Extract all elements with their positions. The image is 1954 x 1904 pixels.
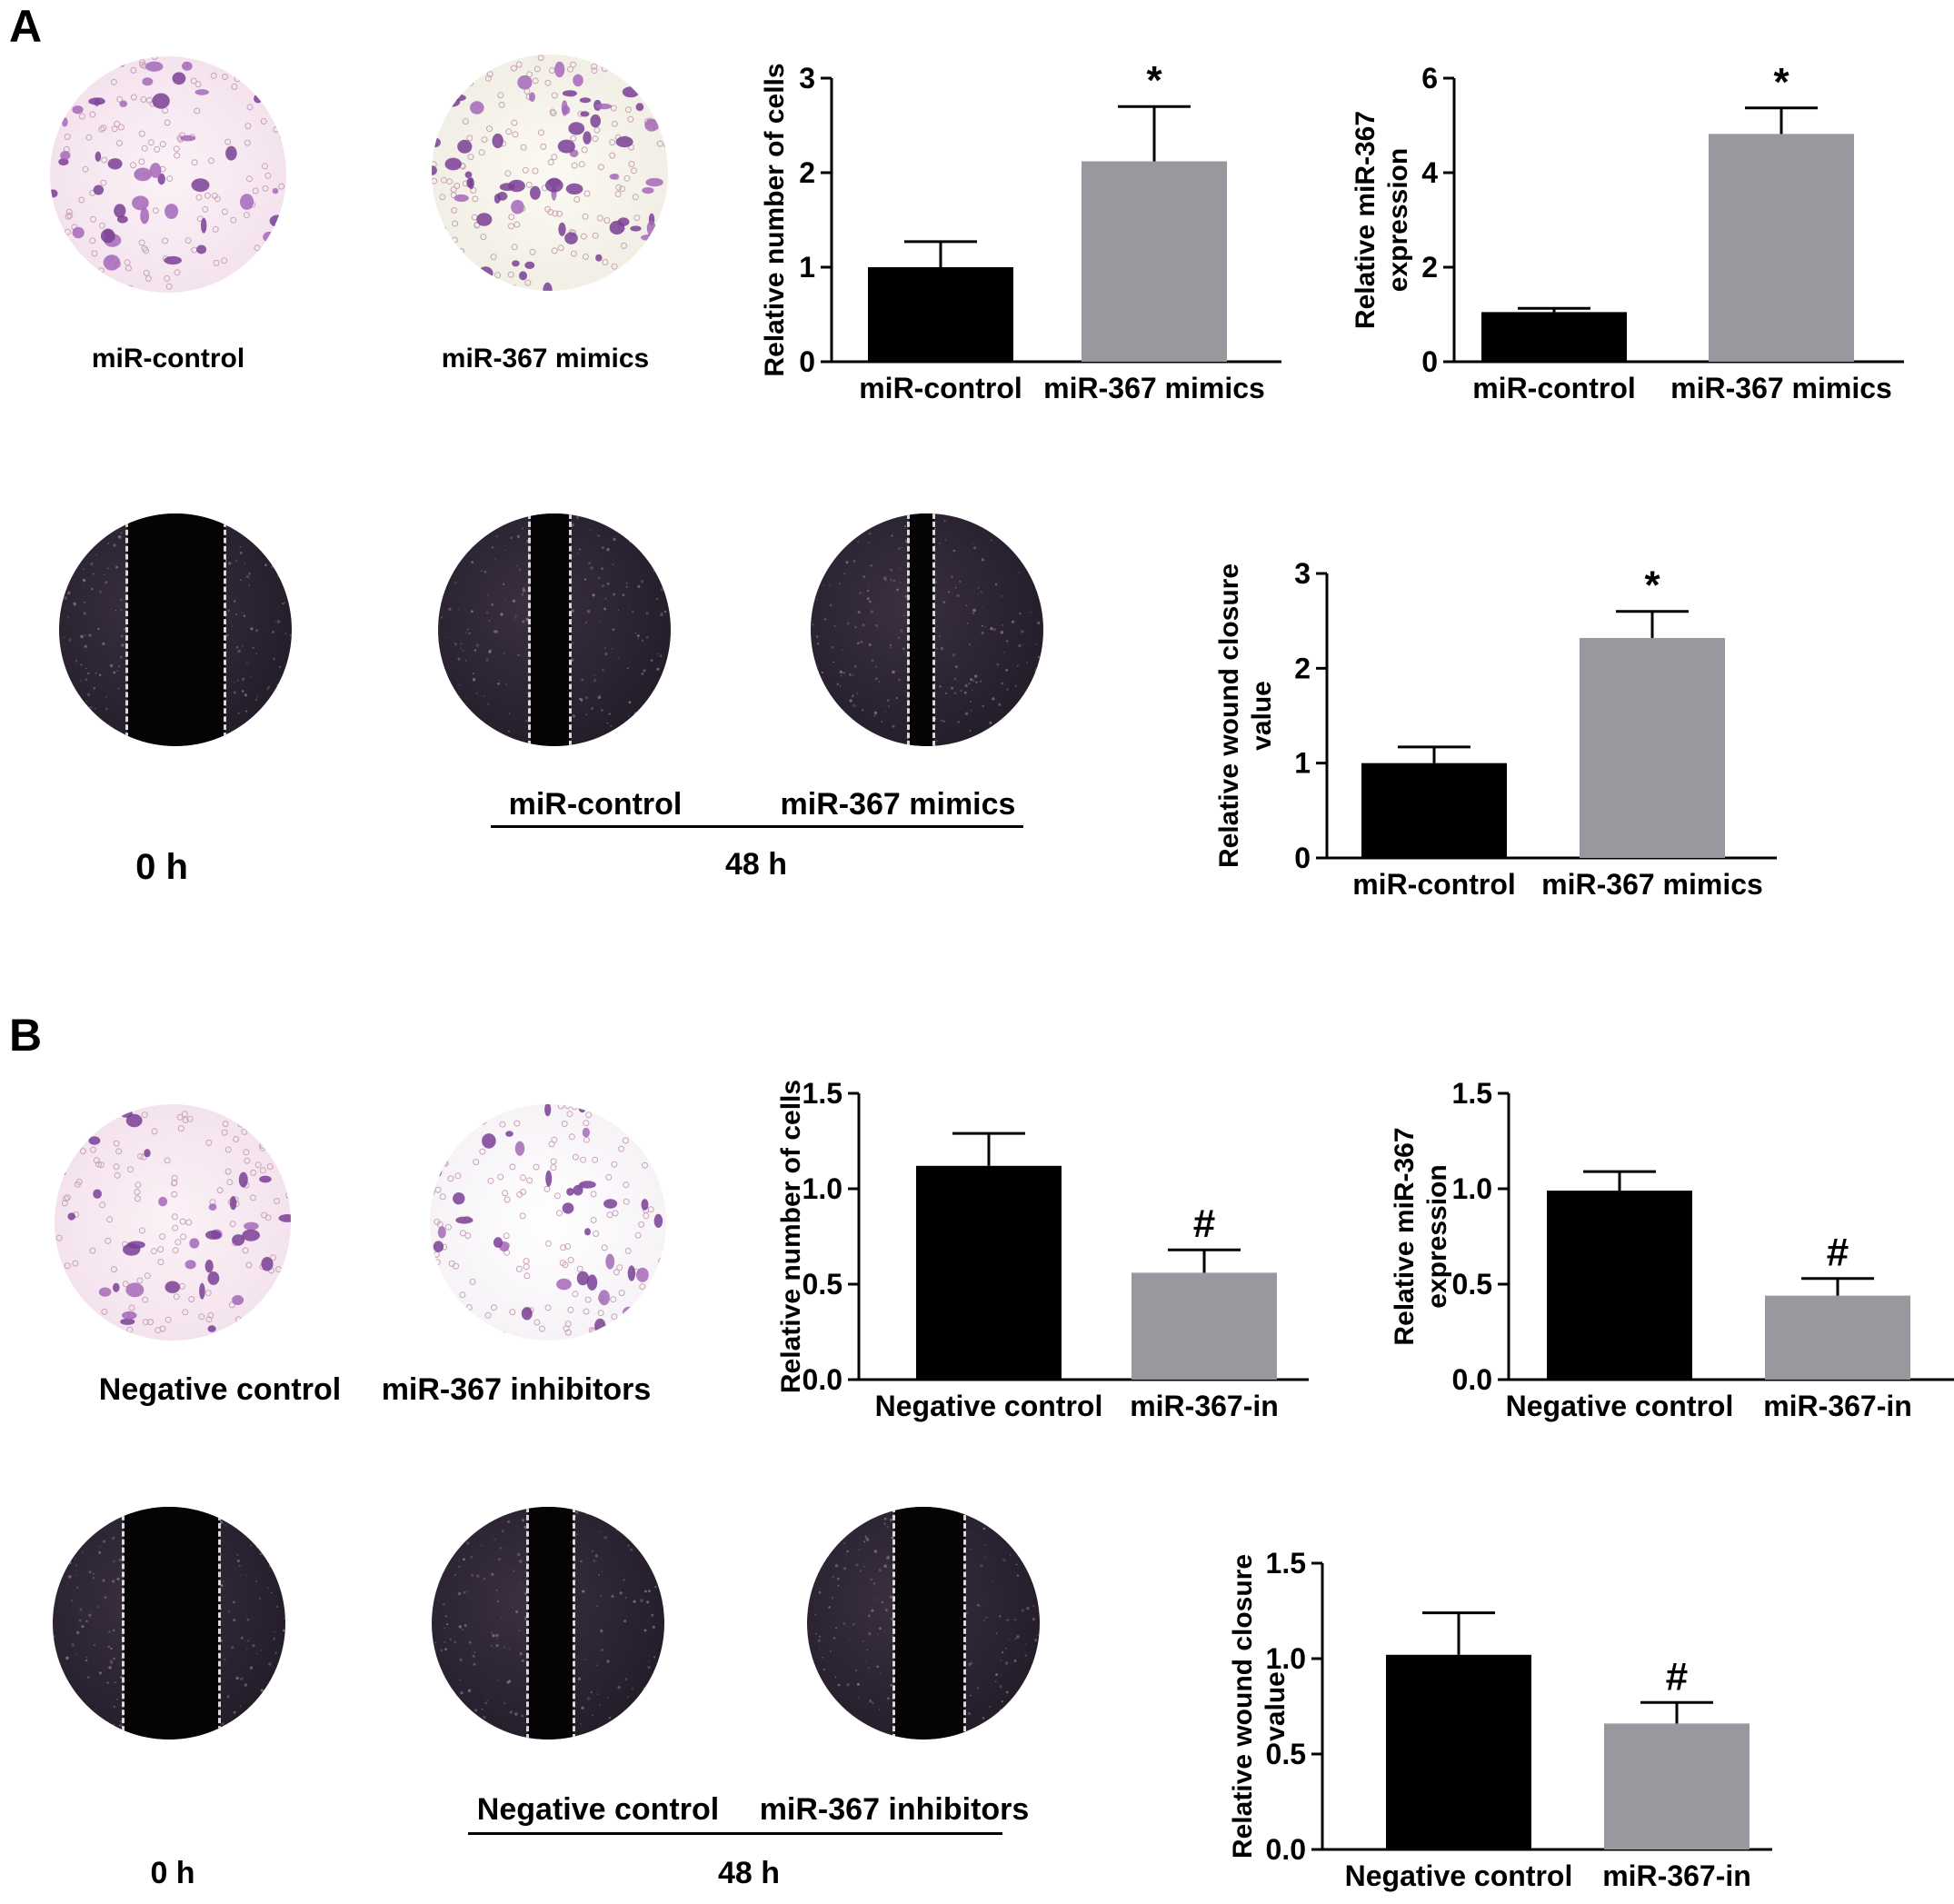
y-axis-label: value bbox=[1261, 1671, 1291, 1741]
bar bbox=[1082, 161, 1227, 362]
x-tick-label: miR-367-in bbox=[1763, 1390, 1912, 1422]
wound-image-48h-mir-control bbox=[438, 513, 671, 746]
transwell-label-3: Negative control bbox=[98, 1372, 342, 1407]
panel-letter-b: B bbox=[9, 1010, 43, 1061]
bar bbox=[1386, 1654, 1531, 1849]
x-tick-label: miR-367-in bbox=[1130, 1390, 1279, 1422]
x-tick-label: miR-367 mimics bbox=[1541, 868, 1763, 901]
y-tick-label: 0.5 bbox=[803, 1268, 842, 1301]
significance-marker: # bbox=[1827, 1231, 1849, 1275]
x-tick-label: Negative control bbox=[875, 1390, 1103, 1422]
panel-letter-a: A bbox=[9, 1, 43, 52]
x-tick-label: miR-control bbox=[859, 372, 1022, 404]
y-tick-label: 3 bbox=[1294, 557, 1311, 590]
transwell-image-mir-367-inhibitors bbox=[430, 1104, 666, 1341]
bar bbox=[1580, 637, 1725, 858]
y-tick-label: 0.0 bbox=[803, 1363, 842, 1396]
x-tick-label: miR-367-in bbox=[1602, 1859, 1751, 1892]
y-tick-label: 0.5 bbox=[1266, 1738, 1306, 1770]
wound-image-0h-b bbox=[53, 1507, 285, 1740]
y-tick-label: 0 bbox=[799, 345, 815, 378]
wound-image-48h-negative-control bbox=[432, 1507, 664, 1740]
bar bbox=[1361, 763, 1507, 858]
significance-marker: * bbox=[1773, 60, 1790, 105]
x-tick-label: miR-367 mimics bbox=[1043, 372, 1265, 404]
transwell-image-mir-control bbox=[50, 56, 286, 293]
x-tick-label: Negative control bbox=[1345, 1859, 1573, 1892]
y-axis-label: Relative number of cells bbox=[760, 63, 790, 376]
wound-image-48h-mir-367-mimics bbox=[811, 513, 1043, 746]
y-tick-label: 0.0 bbox=[1266, 1833, 1306, 1866]
y-tick-label: 0.5 bbox=[1452, 1268, 1492, 1301]
bar bbox=[1765, 1295, 1910, 1380]
x-tick-label: miR-control bbox=[1472, 372, 1636, 404]
transwell-image-negative-control bbox=[55, 1104, 291, 1341]
y-axis-label: expression bbox=[1422, 1164, 1452, 1308]
significance-marker: # bbox=[1666, 1654, 1688, 1699]
y-tick-label: 6 bbox=[1421, 62, 1438, 95]
significance-marker: * bbox=[1146, 58, 1162, 103]
wound-group-label-4: miR-367 inhibitors bbox=[759, 1792, 1030, 1827]
wound-group-label-3: Negative control bbox=[476, 1792, 720, 1827]
wound-image-48h-mir-367-inhibitors bbox=[807, 1507, 1040, 1740]
transwell-label-2: miR-367 mimics bbox=[441, 344, 650, 374]
y-tick-label: 2 bbox=[1421, 251, 1438, 284]
y-tick-label: 1.0 bbox=[803, 1172, 842, 1205]
bar bbox=[1481, 312, 1627, 362]
wound-group-label-1: miR-control bbox=[508, 787, 683, 822]
wound-group-label-2: miR-367 mimics bbox=[780, 787, 1016, 822]
bar bbox=[1709, 134, 1854, 362]
y-tick-label: 2 bbox=[799, 156, 815, 189]
transwell-image-mir-367-mimics bbox=[432, 55, 668, 291]
y-tick-label: 4 bbox=[1421, 156, 1438, 189]
bar bbox=[868, 267, 1013, 362]
x-tick-label: Negative control bbox=[1506, 1390, 1734, 1422]
y-tick-label: 0.0 bbox=[1452, 1363, 1492, 1396]
x-tick-label: miR-control bbox=[1352, 868, 1516, 901]
y-tick-label: 1 bbox=[799, 251, 815, 284]
transwell-label-4: miR-367 inhibitors bbox=[381, 1372, 652, 1407]
y-axis-label: Relative number of cells bbox=[776, 1080, 806, 1393]
bar bbox=[1604, 1723, 1750, 1849]
significance-marker: * bbox=[1644, 563, 1660, 608]
y-tick-label: 0 bbox=[1421, 345, 1438, 378]
y-axis-label: Relative miR-367 bbox=[1390, 1127, 1420, 1345]
bar bbox=[1132, 1272, 1277, 1380]
wound-texture bbox=[811, 513, 1043, 746]
x-tick-label: miR-367 mimics bbox=[1670, 372, 1892, 404]
wound-time-48h-b: 48 h bbox=[717, 1856, 781, 1890]
wound-48h-bracket-b bbox=[468, 1832, 1002, 1835]
y-tick-label: 1.0 bbox=[1452, 1172, 1492, 1205]
y-axis-label: value bbox=[1247, 681, 1277, 751]
bar bbox=[916, 1165, 1062, 1380]
wound-48h-bracket bbox=[491, 825, 1023, 828]
y-axis-label: Relative miR-367 bbox=[1351, 111, 1381, 329]
wound-time-48h: 48 h bbox=[724, 847, 788, 882]
significance-marker: # bbox=[1193, 1201, 1215, 1246]
y-axis-label: Relative wound closure bbox=[1214, 563, 1244, 868]
y-tick-label: 2 bbox=[1294, 652, 1311, 684]
transwell-label-1: miR-control bbox=[91, 344, 245, 374]
y-tick-label: 0 bbox=[1294, 842, 1311, 874]
y-tick-label: 1.5 bbox=[1266, 1547, 1306, 1580]
wound-time-0h: 0 h bbox=[135, 847, 188, 887]
y-tick-label: 1.0 bbox=[1266, 1642, 1306, 1675]
cell-texture bbox=[430, 1104, 665, 1341]
y-tick-label: 1 bbox=[1294, 747, 1311, 780]
y-tick-label: 3 bbox=[799, 62, 815, 95]
wound-time-0h-b: 0 h bbox=[150, 1856, 195, 1890]
y-tick-label: 1.5 bbox=[803, 1077, 842, 1110]
y-axis-label: expression bbox=[1383, 148, 1413, 292]
wound-image-0h bbox=[59, 513, 292, 746]
y-axis-label: Relative wound closure bbox=[1228, 1554, 1258, 1859]
bar bbox=[1547, 1191, 1692, 1380]
y-tick-label: 1.5 bbox=[1452, 1077, 1492, 1110]
